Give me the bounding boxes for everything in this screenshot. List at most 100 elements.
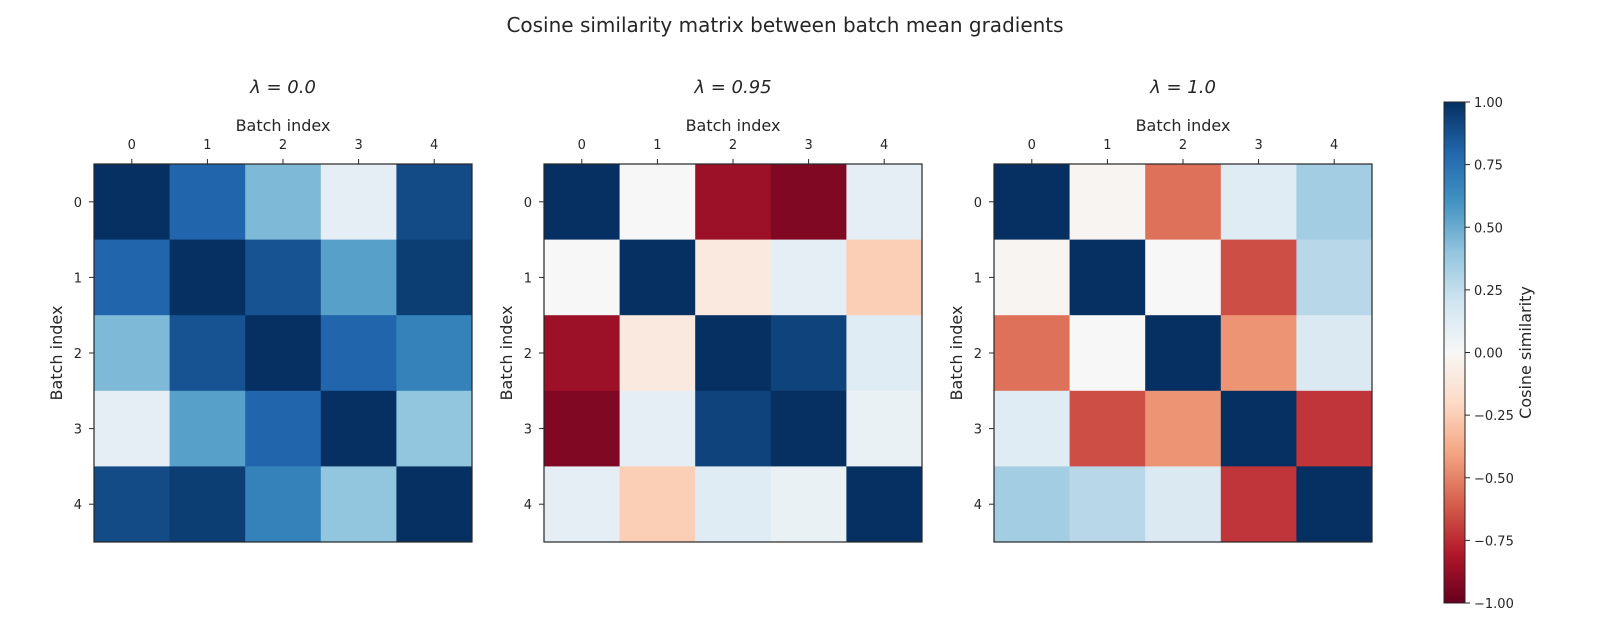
colorbar: 1.00 0.75 0.50 0.25 0.00 −0.25 −0.50 −0.75 −1.00… — [1443, 96, 1535, 612]
heatmap-cell — [396, 164, 473, 241]
y-tick-label: 3 — [974, 423, 982, 438]
heatmap-cell — [1296, 164, 1373, 241]
colorbar-bar — [1443, 101, 1466, 604]
heatmap-cell — [320, 164, 397, 241]
colorbar-tick-label: 0.75 — [1474, 159, 1503, 174]
colorbar-tick-label: 1.00 — [1474, 96, 1503, 111]
y-tick-label: 1 — [524, 271, 532, 286]
heatmap-cell — [1069, 466, 1146, 543]
heatmap-cell — [770, 239, 847, 316]
heatmap-cell — [1220, 164, 1297, 241]
y-tick-label: 3 — [74, 423, 82, 438]
panel-title: λ = 1.0 — [1149, 77, 1216, 98]
heatmap-cell — [1296, 466, 1373, 543]
x-tick-label: 1 — [653, 138, 661, 153]
x-tick-label: 2 — [729, 138, 737, 153]
colorbar-tick-label: −0.75 — [1474, 534, 1514, 549]
y-axis-label: Batch index — [497, 306, 516, 401]
x-axis-label: Batch index — [236, 116, 331, 135]
heatmap-cell — [320, 466, 397, 543]
y-tick-label: 2 — [74, 347, 82, 362]
heatmap-cell — [1296, 239, 1373, 316]
panel-title: λ = 0.0 — [249, 77, 316, 98]
colorbar-tick-label: 0.25 — [1474, 284, 1503, 299]
heatmap-cell — [544, 466, 621, 543]
heatmap-cell — [846, 164, 923, 241]
heatmap-cell — [245, 164, 322, 241]
heatmap-cell — [619, 466, 696, 543]
heatmap-cell — [169, 239, 246, 316]
heatmap-panel-0: λ = 0.0 Batch index Batch index 0 1 2 3 4 0 1 2 3 4 — [47, 77, 473, 543]
heatmap-cell — [396, 390, 473, 467]
heatmap-cell — [619, 390, 696, 467]
x-axis-label: Batch index — [1136, 116, 1231, 135]
heatmap-cell — [770, 315, 847, 392]
heatmap-cell — [619, 239, 696, 316]
colorbar-tick-label: 0.50 — [1474, 221, 1503, 236]
colorbar-tick-label: −0.50 — [1474, 472, 1514, 487]
heatmap-cell — [770, 164, 847, 241]
x-tick-label: 0 — [1028, 138, 1036, 153]
heatmap-cell — [1069, 315, 1146, 392]
heatmap-cell — [695, 164, 772, 241]
x-tick-label: 0 — [128, 138, 136, 153]
colorbar-label: Cosine similarity — [1516, 286, 1535, 419]
heatmap-panel-1: λ = 0.95 Batch index Batch index 0 1 2 3 4 0 1 2 3 4 — [497, 77, 923, 543]
heatmap-cell — [1220, 315, 1297, 392]
heatmap-cell — [695, 390, 772, 467]
heatmap-cell — [320, 390, 397, 467]
y-tick-label: 4 — [74, 498, 82, 513]
y-tick-label: 3 — [524, 423, 532, 438]
heatmap-cell — [320, 239, 397, 316]
heatmap-cell — [94, 164, 171, 241]
x-tick-label: 1 — [1103, 138, 1111, 153]
x-tick-label: 3 — [804, 138, 812, 153]
heatmap-cell — [1069, 164, 1146, 241]
heatmap-cell — [396, 315, 473, 392]
panels: λ = 0.0 Batch index Batch index 0 1 2 3 4 0 1 2 3 4 λ… — [47, 77, 1373, 543]
heatmap-cell — [94, 315, 171, 392]
heatmap-cell — [994, 390, 1071, 467]
heatmap-cell — [994, 164, 1071, 241]
heatmap-cell — [94, 466, 171, 543]
panel-title: λ = 0.95 — [693, 77, 771, 98]
y-tick-label: 0 — [74, 196, 82, 211]
heatmap-cell — [1220, 390, 1297, 467]
heatmap-cell — [994, 239, 1071, 316]
colorbar-tick-label: 0.00 — [1474, 347, 1503, 362]
heatmap-cell — [695, 239, 772, 316]
heatmap-cell — [169, 466, 246, 543]
heatmap-cell — [169, 164, 246, 241]
x-tick-label: 4 — [880, 138, 888, 153]
heatmap-cell — [1145, 466, 1222, 543]
heatmap-cell — [1296, 390, 1373, 467]
heatmap-cell — [994, 466, 1071, 543]
heatmap-cell — [94, 390, 171, 467]
heatmap-cell — [770, 466, 847, 543]
heatmap-cell — [1145, 390, 1222, 467]
heatmap-cell — [619, 315, 696, 392]
heatmap-cell — [1220, 239, 1297, 316]
heatmap-cell — [1069, 239, 1146, 316]
y-tick-label: 4 — [524, 498, 532, 513]
y-tick-label: 2 — [524, 347, 532, 362]
heatmap-cell — [846, 239, 923, 316]
heatmap-cell — [846, 390, 923, 467]
y-tick-label: 0 — [974, 196, 982, 211]
x-tick-label: 4 — [430, 138, 438, 153]
y-tick-label: 0 — [524, 196, 532, 211]
x-tick-label: 2 — [279, 138, 287, 153]
x-tick-label: 2 — [1179, 138, 1187, 153]
heatmap-cell — [846, 315, 923, 392]
heatmap-cell — [544, 164, 621, 241]
y-tick-label: 2 — [974, 347, 982, 362]
x-tick-label: 4 — [1330, 138, 1338, 153]
heatmap-cell — [619, 164, 696, 241]
heatmap-cell — [169, 315, 246, 392]
heatmap-cell — [770, 390, 847, 467]
heatmap-cell — [245, 315, 322, 392]
heatmap-cell — [1220, 466, 1297, 543]
heatmap-cell — [544, 390, 621, 467]
heatmap-cell — [245, 466, 322, 543]
